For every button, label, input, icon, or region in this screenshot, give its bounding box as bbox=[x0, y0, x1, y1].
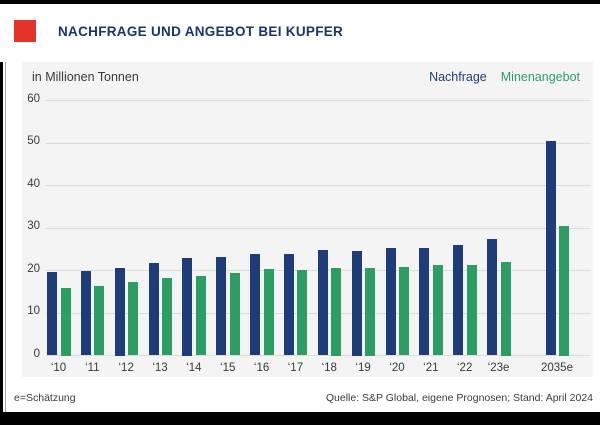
x-axis-tick-label: ‘11 bbox=[85, 362, 100, 374]
bar-minenangebot bbox=[263, 269, 274, 356]
bar-nachfrage bbox=[182, 257, 193, 356]
y-axis-tick-label: 30 bbox=[27, 220, 40, 232]
bar-minenangebot bbox=[162, 277, 173, 356]
bar-minenangebot bbox=[500, 262, 511, 356]
bar-nachfrage bbox=[283, 254, 294, 356]
legend-item-minenangebot: Minenangebot bbox=[500, 70, 580, 84]
y-axis-tick-label: 50 bbox=[27, 135, 40, 147]
brand-red-square-icon bbox=[14, 20, 36, 42]
x-axis-tick-label: 2035e bbox=[541, 362, 573, 374]
chart-legend: Nachfrage Minenangebot bbox=[429, 70, 580, 84]
bar-nachfrage bbox=[80, 270, 91, 356]
bar-minenangebot bbox=[297, 270, 308, 356]
x-axis-tick-label: ‘22 bbox=[457, 362, 473, 374]
window-left-divider bbox=[5, 4, 6, 412]
x-axis-tick-label: ‘10 bbox=[50, 362, 67, 374]
bar-nachfrage bbox=[351, 251, 362, 356]
bar-nachfrage bbox=[47, 272, 57, 356]
y-axis-tick-label: 40 bbox=[27, 177, 40, 190]
legend-item-nachfrage: Nachfrage bbox=[429, 70, 487, 84]
x-axis-tick-label: ‘12 bbox=[118, 362, 134, 374]
bar-nachfrage bbox=[216, 256, 227, 356]
gridline-y-40 bbox=[46, 185, 591, 186]
chart-plot-panel: in Millionen Tonnen Nachfrage Minenangebo… bbox=[22, 62, 593, 377]
bar-minenangebot bbox=[94, 285, 105, 356]
bar-minenangebot bbox=[195, 276, 206, 356]
bar-minenangebot bbox=[229, 273, 240, 356]
bar-minenangebot bbox=[365, 268, 376, 356]
bar-minenangebot bbox=[399, 267, 409, 356]
x-axis-tick-label: ‘20 bbox=[389, 362, 405, 374]
x-axis-tick-label: ‘18 bbox=[321, 362, 337, 374]
bar-nachfrage bbox=[487, 239, 498, 356]
x-axis-tick-label: ‘14 bbox=[186, 362, 202, 374]
bar-nachfrage bbox=[250, 254, 261, 356]
x-axis-tick-label: ‘13 bbox=[152, 362, 168, 374]
bar-nachfrage bbox=[545, 141, 556, 356]
window-bottom-edge bbox=[0, 412, 600, 425]
x-axis-tick-label: ‘15 bbox=[220, 362, 236, 374]
bar-minenangebot bbox=[466, 264, 477, 356]
bar-minenangebot bbox=[559, 225, 569, 356]
y-axis-tick-label: 0 bbox=[33, 347, 40, 360]
bar-nachfrage bbox=[317, 250, 328, 356]
bar-minenangebot bbox=[60, 287, 71, 356]
source-attribution: Quelle: S&P Global, eigene Prognosen; St… bbox=[325, 392, 593, 404]
bar-minenangebot bbox=[128, 282, 139, 356]
window-top-edge bbox=[0, 0, 600, 4]
x-axis-tick-label: ‘19 bbox=[355, 362, 371, 374]
y-axis-tick-label: 20 bbox=[27, 262, 40, 275]
y-axis-tick-label: 10 bbox=[27, 305, 40, 317]
y-axis-tick-label: 60 bbox=[27, 92, 40, 105]
gridline-y-60 bbox=[46, 100, 591, 101]
bar-nachfrage bbox=[148, 263, 159, 356]
x-axis-tick-label: ‘21 bbox=[423, 362, 439, 374]
bar-nachfrage bbox=[114, 268, 125, 356]
gridline-y-50 bbox=[46, 142, 591, 144]
x-axis-tick-label: ‘23e bbox=[487, 362, 510, 374]
window-left-edge bbox=[0, 0, 3, 425]
axis-unit-label: in Millionen Tonnen bbox=[32, 70, 139, 84]
bar-minenangebot bbox=[331, 268, 342, 356]
estimate-footnote: e=Schätzung bbox=[14, 392, 76, 404]
gridline-y-30 bbox=[46, 227, 591, 229]
x-axis-tick-label: ‘16 bbox=[253, 362, 270, 374]
x-axis-tick-label: ‘17 bbox=[287, 362, 304, 374]
bar-nachfrage bbox=[453, 244, 464, 356]
bar-minenangebot bbox=[432, 264, 443, 356]
bar-nachfrage bbox=[385, 247, 396, 356]
chart-header: NACHFRAGE UND ANGEBOT BEI KUPFER bbox=[0, 4, 600, 62]
gridline-y-0 bbox=[46, 355, 591, 356]
bar-nachfrage bbox=[419, 247, 430, 356]
chart-title: NACHFRAGE UND ANGEBOT BEI KUPFER bbox=[58, 24, 344, 39]
